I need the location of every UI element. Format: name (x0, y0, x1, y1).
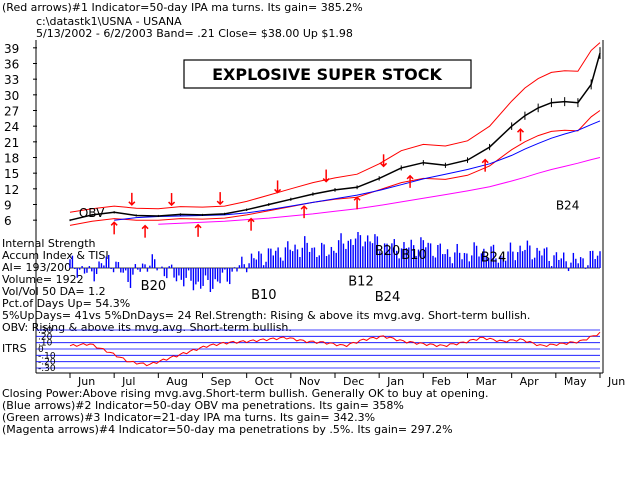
itrs-tick-label: -.30 (38, 364, 56, 374)
price-arrows (111, 129, 523, 237)
y-tick-label: 24 (4, 120, 19, 134)
price-signal-label: B24 (556, 199, 580, 213)
accum-signal-label: B24 (481, 250, 506, 265)
y-tick-label: 21 (4, 136, 19, 150)
header-line1: (Red arrows)#1 Indicator=50-day IPA ma t… (2, 1, 363, 14)
itrs-label: ITRS (2, 342, 27, 355)
footer-line4: (Magenta arrows)#4 Indicator=50-day ma p… (2, 423, 453, 436)
y-tick-label: 33 (4, 73, 19, 87)
header-info: 5/13/2002 - 6/2/2003 Band= .21 Close= $3… (36, 27, 353, 40)
y-tick-label: 18 (4, 152, 19, 166)
y-tick-label: 12 (4, 183, 19, 197)
price-signal-label: OBV (79, 206, 105, 220)
y-tick-label: 9 (4, 199, 12, 213)
accum-signal-label: B24 (375, 290, 400, 305)
y-tick-label: 36 (4, 58, 19, 72)
y-tick-label: 27 (4, 105, 19, 119)
month-x-ticks: Jun Jul Aug Sep Oct Nov Dec Jan Feb Mar Apr May Jun (70, 373, 625, 388)
accum-signal-label: B10 (401, 248, 426, 263)
y-tick-label: 15 (4, 167, 19, 181)
y-tick-label: 30 (4, 89, 19, 103)
y-tick-label: 6 (4, 214, 12, 228)
accum-signal-label: B10 (251, 288, 276, 303)
accum-signal-label: B20 (141, 279, 166, 294)
accum-signal-label: B12 (348, 275, 373, 290)
accum-signal-label: B20 (375, 244, 400, 259)
x-tick-label: Jun (607, 375, 625, 388)
x-tick-label: Apr (520, 375, 540, 388)
y-tick-label: 39 (4, 42, 19, 56)
annotation-title: EXPLOSIVE SUPER STOCK (212, 65, 442, 84)
x-tick-label: May (564, 375, 587, 388)
